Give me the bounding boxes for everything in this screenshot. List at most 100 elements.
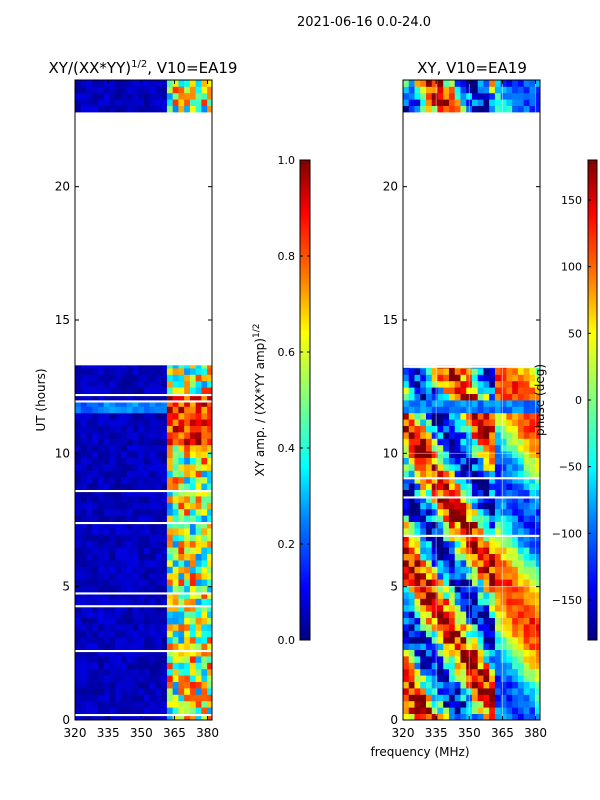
heatmap-cell bbox=[437, 502, 444, 510]
heatmap-cell bbox=[454, 457, 461, 465]
heatmap-cell bbox=[523, 412, 530, 420]
heatmap-cell bbox=[120, 406, 128, 414]
heatmap-cell bbox=[448, 707, 456, 714]
heatmap-cell bbox=[155, 451, 162, 458]
heatmap-cell bbox=[149, 508, 156, 516]
heatmap-cell bbox=[443, 457, 450, 465]
heatmap-cell bbox=[207, 630, 213, 638]
heatmap-cell bbox=[483, 572, 490, 580]
heatmap-cell bbox=[535, 694, 541, 702]
heatmap-cell bbox=[195, 681, 202, 689]
left-ylabel: UT (hours) bbox=[34, 368, 48, 431]
heatmap-cell bbox=[431, 604, 438, 612]
heatmap-cell bbox=[115, 656, 122, 663]
heatmap-cell bbox=[97, 560, 105, 567]
heatmap-cell bbox=[448, 105, 456, 113]
heatmap-cell bbox=[103, 419, 110, 426]
heatmap-cell bbox=[172, 540, 179, 548]
heatmap-cell bbox=[86, 400, 93, 407]
heatmap-cell bbox=[172, 566, 179, 574]
heatmap-cell bbox=[97, 86, 105, 94]
heatmap-cell bbox=[466, 380, 473, 388]
heatmap-cell bbox=[460, 99, 467, 106]
heatmap-cell bbox=[489, 617, 496, 625]
heatmap-cell bbox=[483, 534, 490, 542]
heatmap-cell bbox=[454, 92, 461, 100]
heatmap-cell bbox=[97, 425, 105, 433]
heatmap-cell bbox=[138, 662, 145, 670]
heatmap-cell bbox=[477, 451, 484, 458]
heatmap-cell bbox=[103, 80, 110, 87]
heatmap-cell bbox=[500, 534, 507, 542]
heatmap-cell bbox=[529, 368, 536, 375]
heatmap-cell bbox=[126, 444, 133, 452]
heatmap-cell bbox=[431, 86, 438, 94]
heatmap-cell bbox=[120, 521, 128, 529]
heatmap-cell bbox=[425, 534, 433, 542]
heatmap-cell bbox=[477, 464, 484, 471]
heatmap-cell bbox=[425, 656, 433, 663]
heatmap-cell bbox=[80, 515, 87, 522]
heatmap-cell bbox=[437, 419, 444, 426]
heatmap-cell bbox=[207, 553, 213, 561]
heatmap-cell bbox=[535, 368, 541, 375]
heatmap-cell bbox=[80, 438, 87, 446]
heatmap-cell bbox=[143, 508, 151, 516]
heatmap-cell bbox=[86, 528, 93, 535]
heatmap-cell bbox=[403, 534, 410, 542]
heatmap-cell bbox=[97, 365, 105, 369]
heatmap-cell bbox=[184, 521, 191, 529]
heatmap-cell bbox=[448, 515, 456, 522]
heatmap-cell bbox=[471, 99, 479, 106]
heatmap-cell bbox=[460, 668, 467, 676]
heatmap-cell bbox=[483, 643, 490, 650]
heatmap-cell bbox=[506, 483, 513, 490]
heatmap-cell bbox=[132, 457, 139, 465]
heatmap-cell bbox=[512, 86, 519, 94]
heatmap-cell bbox=[115, 668, 122, 676]
heatmap-cell bbox=[109, 643, 116, 650]
heatmap-cell bbox=[161, 432, 168, 439]
heatmap-cell bbox=[414, 598, 421, 606]
heatmap-cell bbox=[500, 675, 507, 682]
heatmap-cell bbox=[489, 86, 496, 94]
heatmap-cell bbox=[189, 636, 197, 644]
heatmap-cell bbox=[408, 540, 415, 548]
heatmap-cell bbox=[149, 451, 156, 458]
heatmap-cell bbox=[448, 496, 456, 503]
heatmap-cell bbox=[535, 483, 541, 490]
heatmap-cell bbox=[454, 521, 461, 529]
heatmap-cell bbox=[494, 412, 502, 420]
heatmap-cell bbox=[420, 80, 427, 87]
heatmap-cell bbox=[184, 406, 191, 414]
heatmap-cell bbox=[443, 636, 450, 644]
heatmap-cell bbox=[143, 636, 151, 644]
heatmap-cell bbox=[172, 534, 179, 542]
heatmap-cell bbox=[408, 419, 415, 426]
heatmap-cell bbox=[477, 534, 484, 542]
heatmap-cell bbox=[97, 374, 105, 382]
heatmap-cell bbox=[408, 528, 415, 535]
heatmap-cell bbox=[425, 707, 433, 714]
heatmap-cell bbox=[75, 636, 82, 644]
heatmap-cell bbox=[189, 419, 197, 426]
heatmap-cell bbox=[460, 585, 467, 593]
heatmap-cell bbox=[420, 572, 427, 580]
heatmap-cell bbox=[408, 681, 415, 689]
heatmap-cell bbox=[178, 508, 185, 516]
heatmap-cell bbox=[184, 515, 191, 522]
heatmap-cell bbox=[120, 713, 128, 721]
heatmap-cell bbox=[172, 598, 179, 606]
heatmap-cell bbox=[425, 508, 433, 516]
heatmap-cell bbox=[535, 624, 541, 631]
heatmap-cell bbox=[517, 604, 525, 612]
heatmap-cell bbox=[195, 713, 202, 721]
heatmap-cell bbox=[500, 80, 507, 87]
heatmap-cell bbox=[86, 560, 93, 567]
heatmap-cell bbox=[92, 464, 99, 471]
heatmap-cell bbox=[454, 643, 461, 650]
heatmap-cell bbox=[414, 508, 421, 516]
heatmap-cell bbox=[437, 604, 444, 612]
heatmap-cell bbox=[494, 649, 502, 657]
heatmap-cell bbox=[75, 630, 82, 638]
